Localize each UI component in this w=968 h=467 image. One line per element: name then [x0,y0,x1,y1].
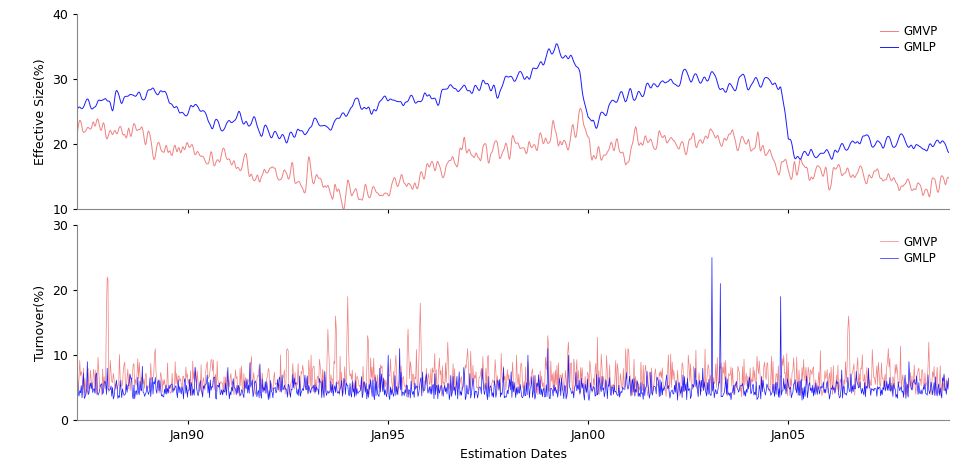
Legend: GMVP, GMLP: GMVP, GMLP [875,231,943,270]
GMVP [943,175,954,181]
GMLP [555,393,566,398]
GMLP [583,397,594,403]
GMLP [712,82,724,88]
GMVP [102,274,113,280]
Y-axis label: Effective Size(%): Effective Size(%) [34,58,47,165]
GMVP [407,371,418,377]
GMLP [943,150,954,156]
X-axis label: Estimation Dates: Estimation Dates [460,448,566,461]
GMVP [72,129,83,135]
GMLP [543,396,555,401]
GMVP [178,374,190,379]
GMLP [713,380,725,385]
GMLP [405,395,416,401]
Line: GMLP: GMLP [77,257,949,400]
Line: GMLP: GMLP [77,44,949,159]
GMLP [406,389,417,394]
GMVP [712,377,724,383]
GMVP [407,186,418,192]
GMLP [551,41,562,47]
GMLP [556,54,567,60]
GMVP [556,379,567,384]
GMLP [406,92,417,98]
GMLP [943,375,954,381]
GMVP [544,139,556,144]
GMLP [177,110,189,115]
GMVP [544,386,556,392]
GMLP [706,255,717,260]
GMLP [177,388,189,393]
GMVP [575,106,587,111]
Line: GMVP: GMVP [77,277,949,397]
GMLP [72,106,83,112]
GMVP [736,394,747,400]
Y-axis label: Turnover(%): Turnover(%) [34,284,47,361]
Line: GMVP: GMVP [77,108,949,209]
GMLP [405,93,416,99]
GMVP [943,377,954,383]
GMLP [543,46,555,52]
GMVP [406,364,417,370]
GMVP [556,142,567,148]
GMVP [72,363,83,369]
Legend: GMVP, GMLP: GMVP, GMLP [875,20,943,59]
GMLP [72,374,83,379]
GMVP [713,136,725,142]
GMVP [406,184,417,189]
GMLP [826,156,837,162]
GMVP [337,206,348,212]
GMVP [177,144,189,149]
